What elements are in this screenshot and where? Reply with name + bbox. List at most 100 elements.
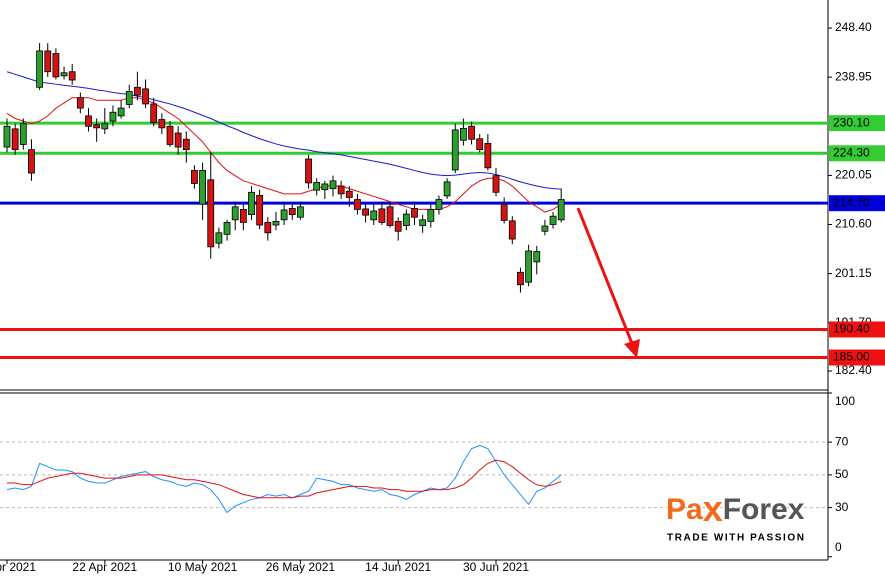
candle-body xyxy=(93,124,101,129)
x-tick-label: 6 Apr 2021 xyxy=(0,560,36,574)
y-tick-label: 70 xyxy=(835,434,849,448)
candle-body xyxy=(321,183,329,191)
level-tag xyxy=(829,145,885,162)
candle-body xyxy=(117,107,125,117)
candle-body xyxy=(337,185,345,195)
arrow-head xyxy=(624,339,640,358)
candle-body xyxy=(345,190,353,198)
level-label: 214.70 xyxy=(833,195,870,209)
candle-body xyxy=(541,225,549,232)
level-tag xyxy=(829,349,885,366)
candle-body xyxy=(158,119,166,129)
candle-body xyxy=(182,138,190,151)
logo-part: Forex xyxy=(723,493,805,526)
y-tick-label: 100 xyxy=(835,394,855,408)
candle-body xyxy=(435,199,443,210)
candle-body xyxy=(402,213,410,226)
candle-body xyxy=(411,207,418,218)
candle-body xyxy=(264,222,272,234)
candle-body xyxy=(370,210,378,221)
candle-body xyxy=(305,158,312,184)
y-tick-label: 182.40 xyxy=(835,363,872,377)
candle-body xyxy=(386,206,394,226)
candle-body xyxy=(101,123,109,130)
level-tag xyxy=(829,195,885,212)
candle-body xyxy=(443,181,451,197)
level-tag xyxy=(829,115,885,132)
candle-body xyxy=(296,206,304,218)
candle-body xyxy=(362,208,370,216)
candle-body xyxy=(280,209,288,221)
candle-body xyxy=(199,170,207,205)
y-tick-label: 0 xyxy=(835,540,842,554)
y-tick-label: 201.15 xyxy=(835,266,872,280)
candle-body xyxy=(239,209,247,223)
candle-body xyxy=(557,199,565,221)
logo-tagline: TRADE WITH PASSION xyxy=(667,533,806,544)
candle-body xyxy=(313,181,321,191)
candle-body xyxy=(3,125,11,148)
candle-body xyxy=(44,50,52,73)
candle-body xyxy=(525,250,532,283)
candle-body xyxy=(231,206,239,221)
candle-body xyxy=(207,179,215,248)
candle-body xyxy=(508,220,516,240)
moving-average xyxy=(6,71,562,190)
candle-body xyxy=(11,128,19,151)
candle-body xyxy=(394,220,402,232)
candle-body xyxy=(215,232,223,244)
candle-body xyxy=(451,129,459,171)
candle-body xyxy=(166,125,174,145)
candle-body xyxy=(133,86,141,96)
x-tick-label: 30 Jun 2021 xyxy=(463,560,529,574)
candle-body xyxy=(76,97,84,109)
logo-part: Pa xyxy=(666,493,703,526)
level-tag xyxy=(829,321,885,338)
logo: PaxForex TRADE WITH PASSION xyxy=(666,488,806,544)
candle-body xyxy=(272,220,280,226)
y-tick-label: 210.60 xyxy=(835,217,872,231)
moving-average xyxy=(6,97,562,213)
candle-body xyxy=(174,132,182,148)
x-tick-label: 14 Jun 2021 xyxy=(365,560,431,574)
candle-body xyxy=(476,138,484,151)
candle-body xyxy=(109,111,117,122)
arrow xyxy=(576,207,635,347)
level-label: 185.00 xyxy=(833,350,870,364)
candle-body xyxy=(459,127,467,141)
y-tick-label: 248.40 xyxy=(835,20,872,34)
level-label: 224.30 xyxy=(833,145,870,159)
candle-body xyxy=(517,271,524,286)
candle-body xyxy=(28,149,35,174)
candle-body xyxy=(68,71,76,81)
candle-body xyxy=(549,215,557,225)
y-tick-label: 220.05 xyxy=(835,168,872,182)
candle-body xyxy=(191,170,198,184)
candle-body xyxy=(142,88,149,105)
candle-body xyxy=(533,251,541,263)
x-tick-label: 22 Apr 2021 xyxy=(72,560,137,574)
candle-body xyxy=(500,203,508,221)
candle-body xyxy=(256,194,264,226)
candle-body xyxy=(484,143,492,169)
level-label: 190.40 xyxy=(833,322,870,336)
candle-body xyxy=(288,207,296,216)
candle-body xyxy=(85,115,92,127)
candle-body xyxy=(468,125,475,140)
candle-body xyxy=(52,53,60,78)
x-tick-label: 26 May 2021 xyxy=(266,560,336,574)
candle-body xyxy=(248,191,255,216)
y-tick-label: 238.95 xyxy=(835,69,872,83)
logo-part: x xyxy=(703,488,723,529)
candle-body xyxy=(19,123,27,145)
x-tick-label: 10 May 2021 xyxy=(168,560,238,574)
candle-body xyxy=(125,91,133,105)
candle-body xyxy=(378,208,386,223)
candle-body xyxy=(223,222,231,235)
candle-body xyxy=(354,199,361,210)
candle-body xyxy=(150,103,158,124)
level-label: 230.10 xyxy=(833,115,870,129)
y-tick-label: 30 xyxy=(835,500,849,514)
